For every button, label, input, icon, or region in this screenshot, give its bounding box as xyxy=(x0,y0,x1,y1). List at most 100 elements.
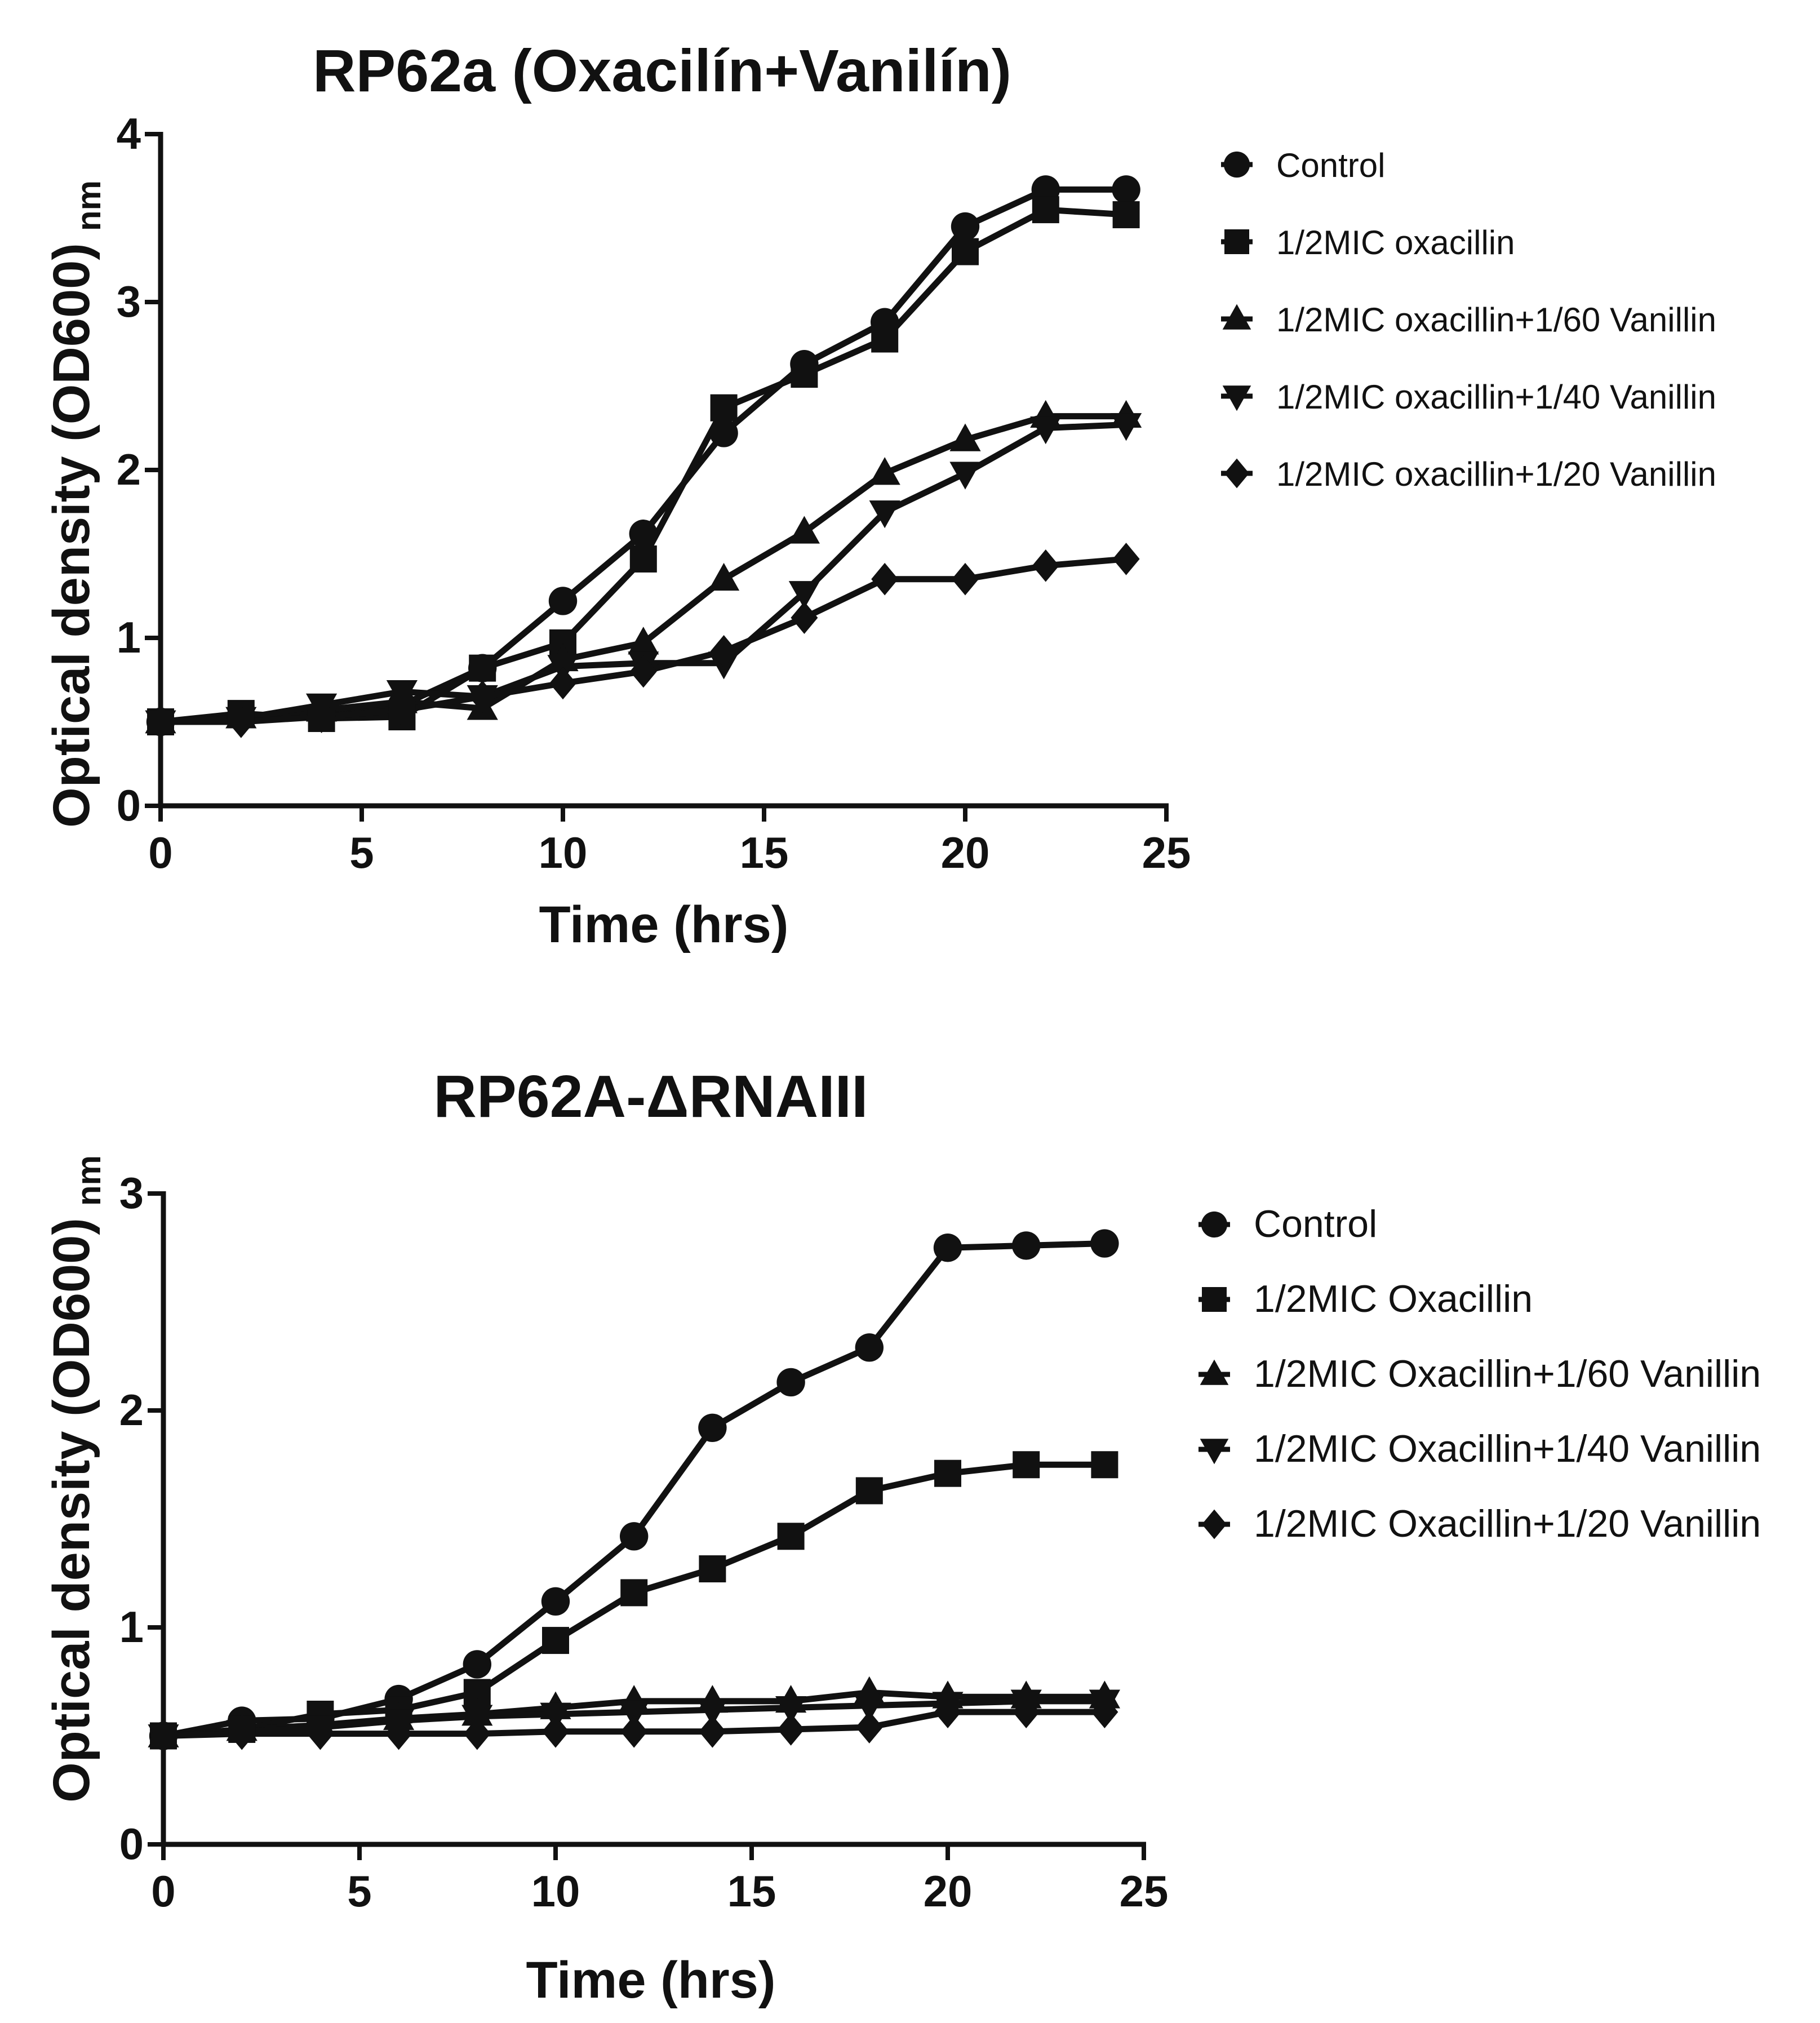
chart-2-series-5-point xyxy=(385,1717,412,1750)
chart-1-series-4-point xyxy=(869,500,900,529)
chart-2-series-5-point xyxy=(855,1711,883,1743)
chart-2-series-5-point xyxy=(463,1717,491,1750)
chart-1-x-tick-label: 5 xyxy=(349,828,374,877)
chart-2-series-4-point xyxy=(854,1694,885,1722)
chart-1-series-5-point xyxy=(388,694,416,726)
chart-2-legend: Control 1/2MIC Oxacillin 1/2MIC Oxacillin+… xyxy=(1198,1203,1761,1545)
chart-2-x-tick-label: 5 xyxy=(347,1866,371,1916)
chart-2-y-axis-unit: nm xyxy=(70,1155,108,1206)
chart-2-series-1-point xyxy=(776,1368,805,1397)
chart-1-y-tick-label: 2 xyxy=(117,445,141,494)
chart-2-legend-marker-1 xyxy=(1201,1211,1228,1238)
chart-2-series-1-point xyxy=(541,1587,570,1616)
chart-1-series-2-point xyxy=(1032,196,1059,224)
chart-1-y-axis-label: Optical density (OD600) xyxy=(43,243,100,828)
chart-2-legend-marker-4 xyxy=(1200,1439,1229,1465)
chart-1-x-tick-label: 0 xyxy=(148,828,172,877)
chart-1: RP62a (Oxacilín+Vanilín) Time (hrs) Opti… xyxy=(43,38,1716,953)
chart-2-series-4-point xyxy=(696,1698,728,1727)
chart-2-series-2-point xyxy=(934,1459,961,1487)
chart-1-legend: Control 1/2MIC oxacillin 1/2MIC oxacillin+… xyxy=(1221,147,1716,493)
chart-2-series-5-point xyxy=(777,1713,805,1746)
chart-2-series-1-point xyxy=(698,1413,727,1442)
chart-1-series-2-point xyxy=(710,394,738,422)
chart-1-series-1-point xyxy=(1112,175,1140,204)
chart-1-legend-label-2: 1/2MIC oxacillin xyxy=(1276,224,1515,261)
chart-1-series-3-point xyxy=(788,516,820,544)
chart-1-series-2-point xyxy=(629,545,657,573)
chart-2: RP62A-ΔRNAIII Time (hrs) Optical density… xyxy=(43,1063,1761,2009)
chart-1-series-3-point xyxy=(628,627,659,655)
chart-1-legend-label-1: Control xyxy=(1276,147,1385,184)
chart-2-series-1-point xyxy=(855,1333,884,1362)
chart-2-title: RP62A-ΔRNAIII xyxy=(433,1063,868,1130)
chart-1-series-1-point xyxy=(548,587,578,615)
chart-2-series-2-point xyxy=(542,1627,569,1654)
chart-2-legend-marker-5 xyxy=(1202,1509,1227,1540)
chart-1-plot-area: 0 1 2 3 4 0 5 10 15 20 25 xyxy=(117,109,1191,877)
chart-2-y-tick-label: 2 xyxy=(119,1385,144,1435)
chart-1-series-5-point xyxy=(147,706,174,738)
chart-2-series-5-point xyxy=(1013,1696,1040,1728)
chart-2-series-2-point xyxy=(620,1579,648,1607)
chart-2-series-1-point xyxy=(1012,1231,1041,1260)
chart-2-series-5-point xyxy=(150,1719,177,1753)
chart-1-y-tick-label: 0 xyxy=(117,780,141,830)
chart-2-series-4-point xyxy=(618,1700,650,1728)
chart-1-series-5-point xyxy=(710,635,738,668)
chart-1-series-2-point xyxy=(791,361,818,388)
chart-2-legend-label-2: 1/2MIC Oxacillin xyxy=(1254,1277,1533,1320)
chart-1-x-axis-label: Time (hrs) xyxy=(539,896,788,953)
chart-1-x-tick-label: 25 xyxy=(1142,828,1191,877)
chart-2-x-tick-label: 10 xyxy=(531,1866,580,1916)
chart-2-series-1-point xyxy=(620,1522,649,1551)
chart-2-series-2-point xyxy=(777,1523,805,1550)
chart-1-series-5-point xyxy=(308,700,335,733)
chart-1-legend-marker-5 xyxy=(1224,458,1249,489)
chart-1-series-4-point xyxy=(1030,416,1062,445)
chart-1-x-tick-label: 10 xyxy=(539,828,588,877)
chart-1-legend-label-3: 1/2MIC oxacillin+1/60 Vanillin xyxy=(1276,301,1716,339)
chart-2-series-2-point xyxy=(699,1555,726,1583)
chart-2-series-5-point xyxy=(1091,1696,1118,1728)
chart-2-series-5-point xyxy=(934,1696,961,1728)
chart-1-series-2-point xyxy=(871,325,899,353)
chart-2-x-axis-label: Time (hrs) xyxy=(526,1951,775,2009)
chart-2-y-axis-label: Optical density (OD600) xyxy=(43,1218,100,1803)
chart-2-series-2-point xyxy=(1091,1451,1118,1479)
chart-1-series-1-point xyxy=(629,520,658,548)
chart-2-x-tick-label: 25 xyxy=(1120,1866,1169,1916)
chart-1-series-4-point xyxy=(788,581,820,609)
chart-1-series-2-point xyxy=(952,238,979,265)
chart-1-series-2-point xyxy=(1112,201,1140,229)
chart-1-series-1-point xyxy=(709,419,738,447)
chart-2-legend-label-5: 1/2MIC Oxacillin+1/20 Vanillin xyxy=(1254,1502,1761,1545)
chart-2-series-5-point xyxy=(699,1715,726,1748)
chart-1-legend-marker-1 xyxy=(1223,151,1250,178)
chart-2-series-2-point xyxy=(855,1477,883,1505)
chart-1-series-5-point xyxy=(871,562,899,596)
chart-1-series-5-point xyxy=(227,706,255,738)
chart-2-legend-marker-2 xyxy=(1202,1287,1227,1312)
chart-2-series-1-point xyxy=(933,1234,962,1262)
chart-2-legend-marker-3 xyxy=(1200,1359,1229,1385)
chart-1-legend-marker-3 xyxy=(1222,304,1251,330)
chart-1-legend-label-5: 1/2MIC oxacillin+1/20 Vanillin xyxy=(1276,455,1716,493)
chart-2-y-tick-label: 1 xyxy=(119,1602,144,1652)
chart-2-series-5-point xyxy=(307,1717,334,1750)
chart-1-series-1-point xyxy=(951,212,980,241)
chart-1-series-4-point xyxy=(949,462,981,490)
chart-2-series-5-point xyxy=(620,1715,648,1748)
chart-1-y-tick-label: 3 xyxy=(117,277,141,326)
chart-2-plot-area: 0 1 2 3 0 5 10 15 20 25 xyxy=(119,1168,1169,1916)
chart-1-x-tick-label: 15 xyxy=(740,828,789,877)
chart-2-y-tick-label: 0 xyxy=(119,1819,144,1869)
chart-1-x-tick-label: 20 xyxy=(941,828,990,877)
chart-2-series-5-point xyxy=(228,1717,256,1750)
chart-1-series-5-point xyxy=(791,601,818,635)
chart-2-y-tick-label: 3 xyxy=(119,1168,144,1218)
chart-1-series-5-point xyxy=(629,655,657,688)
chart-1-series-5-point xyxy=(469,680,496,713)
